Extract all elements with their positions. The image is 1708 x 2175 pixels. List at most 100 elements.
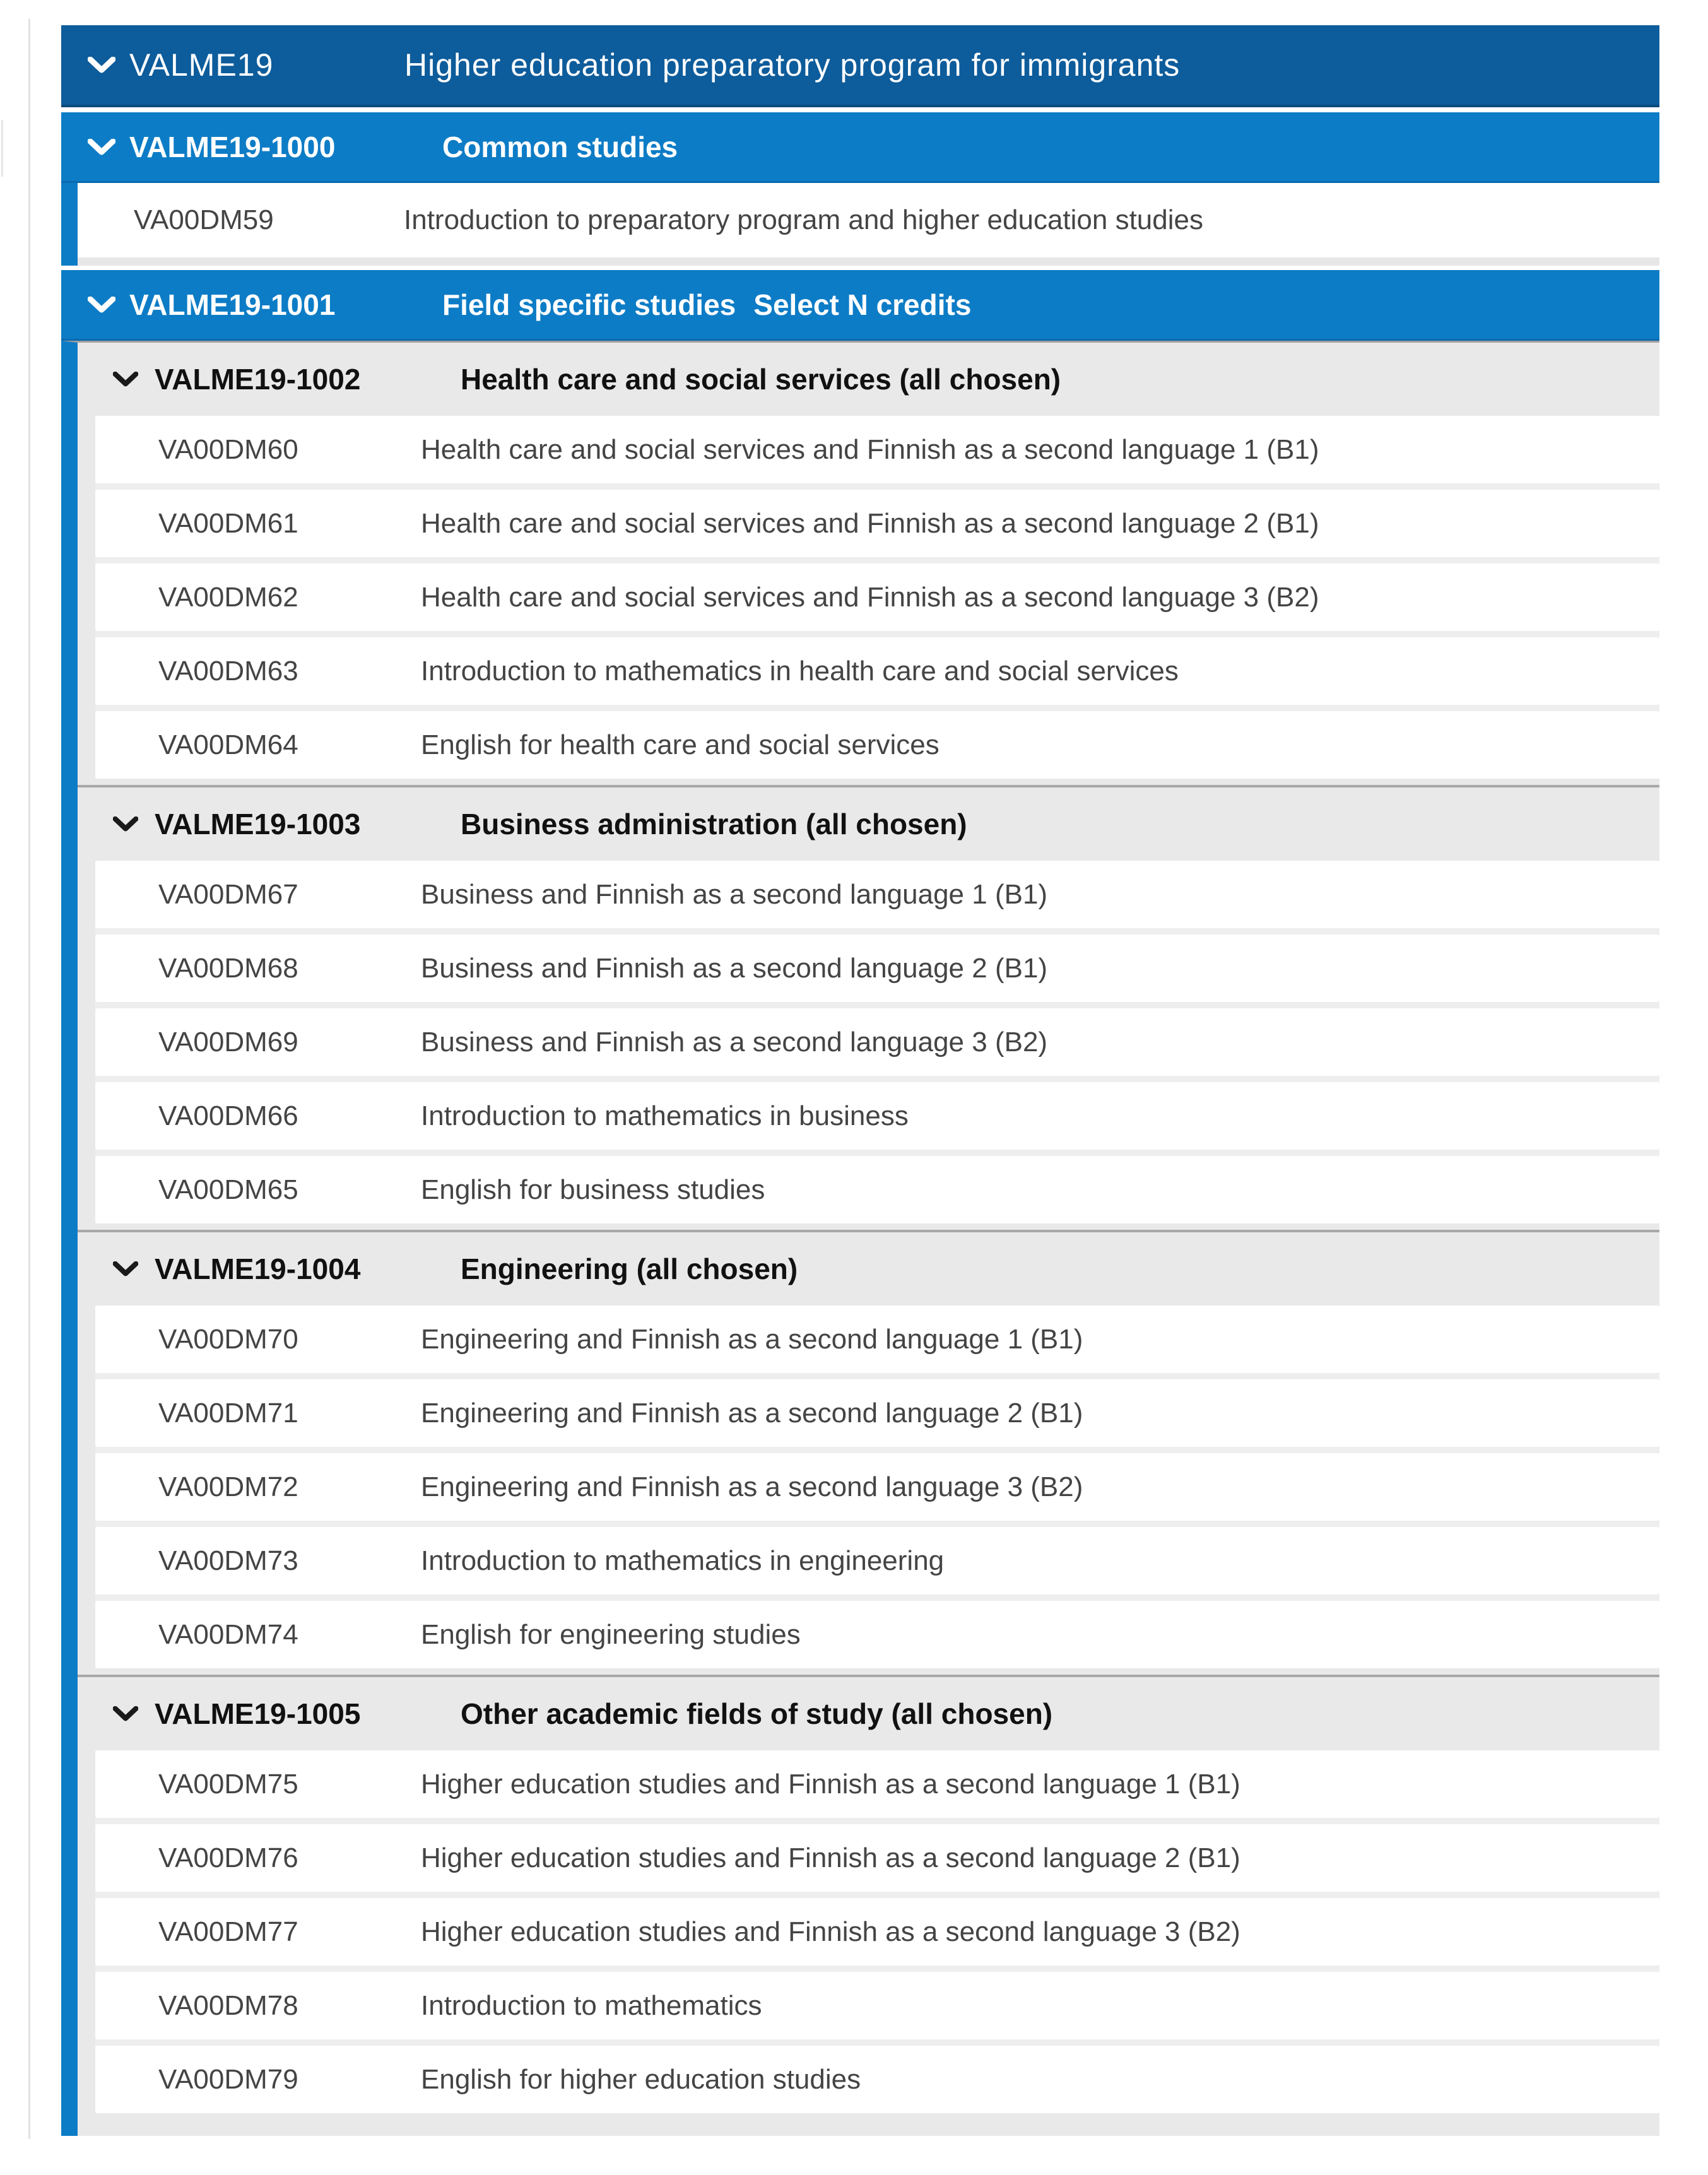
course-code: VA00DM68	[158, 952, 298, 984]
course-name: English for engineering studies	[421, 1618, 801, 1650]
course-row[interactable]: VA00DM77 Higher education studies and Fi…	[95, 1898, 1659, 1966]
course-name: Higher education studies and Finnish as …	[421, 1916, 1240, 1947]
course-name: English for business studies	[421, 1174, 765, 1205]
course-code: VA00DM67	[158, 878, 298, 910]
group-course-list: VA00DM75 Higher education studies and Fi…	[95, 1750, 1659, 2113]
program-name: Higher education preparatory program for…	[404, 47, 1181, 83]
group-header-row[interactable]: VALME19-1002 Health care and social serv…	[78, 343, 1659, 416]
group-course-list: VA00DM70 Engineering and Finnish as a se…	[95, 1306, 1659, 1668]
course-name: Higher education studies and Finnish as …	[421, 1842, 1240, 1873]
program-header-row[interactable]: VALME19 Higher education preparatory pro…	[61, 25, 1659, 107]
course-row[interactable]: VA00DM79 English for higher education st…	[95, 2046, 1659, 2113]
chevron-down-icon[interactable]	[88, 56, 115, 74]
course-row[interactable]: VA00DM74 English for engineering studies	[95, 1601, 1659, 1668]
group-course-list: VA00DM60 Health care and social services…	[95, 416, 1659, 779]
course-row[interactable]: VA00DM64 English for health care and soc…	[95, 711, 1659, 779]
group-header-row[interactable]: VALME19-1004 Engineering (all chosen)	[78, 1232, 1659, 1306]
course-name: English for health care and social servi…	[421, 729, 939, 760]
program-code: VALME19	[129, 47, 274, 83]
course-name: Business and Finnish as a second languag…	[421, 952, 1048, 984]
course-code: VA00DM60	[158, 433, 298, 465]
section-bottom-strip	[78, 257, 1659, 266]
course-row[interactable]: VA00DM65 English for business studies	[95, 1156, 1659, 1223]
course-row[interactable]: VA00DM71 Engineering and Finnish as a se…	[95, 1379, 1659, 1447]
chevron-down-icon[interactable]	[88, 295, 115, 314]
group-header-row[interactable]: VALME19-1003 Business administration (al…	[78, 787, 1659, 861]
chevron-down-icon[interactable]	[113, 1704, 141, 1723]
course-code: VA00DM70	[158, 1323, 298, 1355]
group-name: Business administration (all chosen)	[461, 808, 967, 840]
course-name: English for higher education studies	[421, 2063, 861, 2095]
course-row[interactable]: VA00DM60 Health care and social services…	[95, 416, 1659, 483]
course-row[interactable]: VA00DM63 Introduction to mathematics in …	[95, 637, 1659, 705]
course-code: VA00DM78	[158, 1989, 298, 2021]
course-row[interactable]: VA00DM59 Introduction to preparatory pro…	[78, 183, 1659, 257]
course-code: VA00DM61	[158, 507, 298, 539]
course-code: VA00DM77	[158, 1916, 298, 1947]
course-code: VA00DM73	[158, 1545, 298, 1576]
course-code: VA00DM76	[158, 1842, 298, 1873]
course-name: Higher education studies and Finnish as …	[421, 1768, 1240, 1800]
course-name: Engineering and Finnish as a second lang…	[421, 1323, 1083, 1355]
group-name: Health care and social services (all cho…	[461, 363, 1061, 396]
group-code: VALME19-1004	[155, 1253, 361, 1285]
group-name: Engineering (all chosen)	[461, 1253, 798, 1285]
section-name: Common studies	[442, 130, 678, 163]
course-name: Introduction to mathematics in business	[421, 1100, 909, 1131]
course-row[interactable]: VA00DM75 Higher education studies and Fi…	[95, 1750, 1659, 1818]
course-row[interactable]: VA00DM61 Health care and social services…	[95, 490, 1659, 557]
course-code: VA00DM64	[158, 729, 298, 760]
course-row[interactable]: VA00DM73 Introduction to mathematics in …	[95, 1527, 1659, 1594]
spacer	[61, 107, 1659, 112]
course-code: VA00DM79	[158, 2063, 298, 2095]
group-engineering: VALME19-1004 Engineering (all chosen) VA…	[78, 1230, 1659, 1668]
section-name: Field specific studies	[442, 288, 736, 321]
group-code: VALME19-1002	[155, 363, 361, 396]
chevron-down-icon[interactable]	[88, 138, 115, 156]
course-row[interactable]: VA00DM69 Business and Finnish as a secon…	[95, 1008, 1659, 1076]
course-name: Engineering and Finnish as a second lang…	[421, 1471, 1083, 1502]
group-header-row[interactable]: VALME19-1005 Other academic fields of st…	[78, 1677, 1659, 1750]
chevron-down-icon[interactable]	[113, 1259, 141, 1278]
course-code: VA00DM71	[158, 1397, 298, 1429]
course-code: VA00DM59	[134, 204, 274, 235]
course-name: Health care and social services and Finn…	[421, 581, 1319, 613]
chevron-down-icon[interactable]	[113, 370, 141, 389]
course-row[interactable]: VA00DM66 Introduction to mathematics in …	[95, 1082, 1659, 1150]
section-header-row[interactable]: VALME19-1000 Common studies	[61, 112, 1659, 183]
curriculum-tree: VALME19 Higher education preparatory pro…	[61, 25, 1659, 2136]
course-row[interactable]: VA00DM68 Business and Finnish as a secon…	[95, 934, 1659, 1002]
group-health-care: VALME19-1002 Health care and social serv…	[78, 343, 1659, 779]
section-field-specific-studies: VALME19-1001 Field specific studies Sele…	[61, 270, 1659, 2136]
group-course-list: VA00DM67 Business and Finnish as a secon…	[95, 861, 1659, 1223]
group-name: Other academic fields of study (all chos…	[461, 1697, 1053, 1730]
left-edge-line	[1, 120, 3, 177]
course-row[interactable]: VA00DM76 Higher education studies and Fi…	[95, 1824, 1659, 1892]
course-name: Health care and social services and Finn…	[421, 433, 1319, 465]
course-name: Business and Finnish as a second languag…	[421, 878, 1048, 910]
course-code: VA00DM62	[158, 581, 298, 613]
course-row[interactable]: VA00DM62 Health care and social services…	[95, 563, 1659, 631]
course-name: Introduction to mathematics in health ca…	[421, 655, 1179, 687]
section-header-row[interactable]: VALME19-1001 Field specific studies Sele…	[61, 270, 1659, 341]
group-business-administration: VALME19-1003 Business administration (al…	[78, 785, 1659, 1223]
course-code: VA00DM65	[158, 1174, 298, 1205]
selection-rule-text: Select N credits	[753, 288, 972, 321]
group-code: VALME19-1003	[155, 808, 361, 840]
section-body: VALME19-1002 Health care and social serv…	[61, 341, 1659, 2136]
group-other-academic-fields: VALME19-1005 Other academic fields of st…	[78, 1675, 1659, 2113]
course-row[interactable]: VA00DM70 Engineering and Finnish as a se…	[95, 1306, 1659, 1373]
course-name: Engineering and Finnish as a second lang…	[421, 1397, 1083, 1429]
course-code: VA00DM72	[158, 1471, 298, 1502]
course-code: VA00DM69	[158, 1026, 298, 1058]
chevron-down-icon[interactable]	[113, 815, 141, 834]
section-common-studies: VALME19-1000 Common studies VA00DM59 Int…	[61, 112, 1659, 266]
course-row[interactable]: VA00DM78 Introduction to mathematics	[95, 1972, 1659, 2039]
page-left-rule	[28, 19, 30, 2139]
course-row[interactable]: VA00DM72 Engineering and Finnish as a se…	[95, 1453, 1659, 1521]
course-code: VA00DM75	[158, 1768, 298, 1800]
course-row[interactable]: VA00DM67 Business and Finnish as a secon…	[95, 861, 1659, 928]
course-name: Introduction to mathematics in engineeri…	[421, 1545, 945, 1576]
course-name: Introduction to mathematics	[421, 1989, 762, 2021]
section-body: VA00DM59 Introduction to preparatory pro…	[61, 183, 1659, 266]
